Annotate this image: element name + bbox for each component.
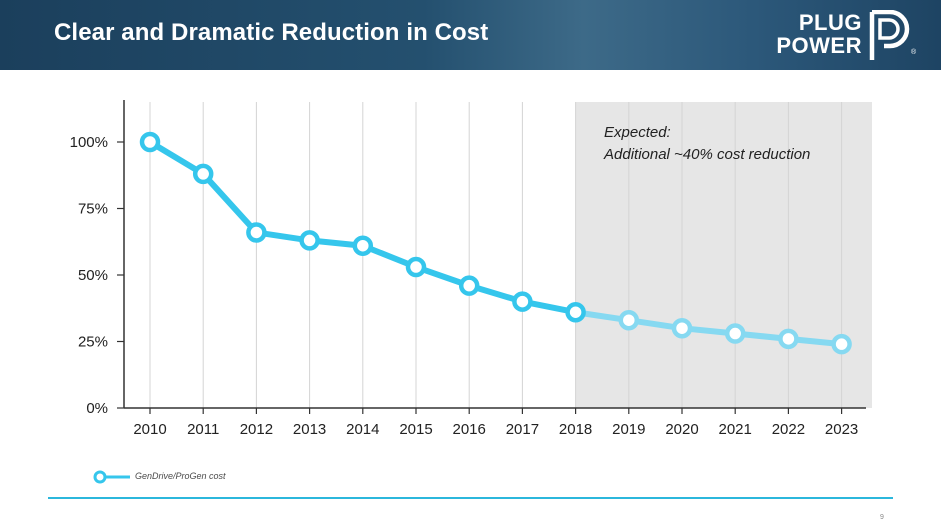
data-point-2011 xyxy=(192,163,214,185)
data-point-2013 xyxy=(299,230,320,251)
expected-region-shading xyxy=(575,102,872,408)
y-tick-label-100: 100% xyxy=(70,134,108,151)
footer-divider xyxy=(48,497,893,499)
data-point-2023 xyxy=(831,333,852,355)
plug-power-logo: PLUG POWER ® xyxy=(752,8,932,66)
cost-chart: 0% 25% 50% 75% 100% 2010 2011 2012 2013 2014 2015… xyxy=(0,80,941,460)
x-tick-label-2022: 2022 xyxy=(772,421,805,438)
logo-registered-mark: ® xyxy=(911,49,917,56)
x-tick-label-2010: 2010 xyxy=(133,421,166,438)
legend-marker xyxy=(93,470,130,484)
y-tick-label-25: 25% xyxy=(78,334,108,351)
data-point-2015 xyxy=(405,256,427,278)
y-tick-label-50: 50% xyxy=(78,267,108,284)
x-tick-label-2023: 2023 xyxy=(825,421,858,438)
data-point-2018 xyxy=(565,301,586,323)
x-tick-label-2018: 2018 xyxy=(559,421,592,438)
x-tick-label-2021: 2021 xyxy=(719,421,752,438)
y-tick-label-75: 75% xyxy=(78,201,108,218)
logo-text-plug: PLUG xyxy=(798,10,862,35)
data-point-2016 xyxy=(458,275,480,296)
x-tick-label-2020: 2020 xyxy=(665,421,698,438)
x-tick-label-2015: 2015 xyxy=(399,421,432,438)
x-tick-label-2017: 2017 xyxy=(506,421,539,438)
data-point-2017 xyxy=(512,291,533,312)
header-banner: Clear and Dramatic Reduction in Cost PLU… xyxy=(0,0,941,70)
x-tick-label-2019: 2019 xyxy=(612,421,645,438)
legend-label: GenDrive/ProGen cost xyxy=(135,471,226,481)
logo-text-power: POWER xyxy=(776,33,862,58)
page-number: 9 xyxy=(880,514,884,521)
annotation-line-2: Additional ~40% cost reduction xyxy=(603,146,810,163)
data-point-2022 xyxy=(778,328,799,350)
y-tick-label-0: 0% xyxy=(86,400,108,417)
x-tick-label-2013: 2013 xyxy=(293,421,326,438)
page-title: Clear and Dramatic Reduction in Cost xyxy=(54,19,489,46)
x-tick-label-2016: 2016 xyxy=(453,421,486,438)
x-tick-label-2012: 2012 xyxy=(240,421,273,438)
plug-power-mark-icon xyxy=(869,10,910,60)
annotation-line-1: Expected: xyxy=(604,124,671,141)
data-point-2019 xyxy=(618,309,640,331)
cost-line-chart: 0% 25% 50% 75% 100% 2010 2011 2012 2013 2014 2015… xyxy=(70,100,872,438)
data-point-2010 xyxy=(139,131,161,153)
data-point-2021 xyxy=(724,323,746,344)
x-tick-label-2014: 2014 xyxy=(346,421,379,438)
data-point-2020 xyxy=(671,317,693,339)
x-tick-label-2011: 2011 xyxy=(187,421,219,438)
data-point-2012 xyxy=(246,222,267,243)
data-point-2014 xyxy=(352,235,374,256)
